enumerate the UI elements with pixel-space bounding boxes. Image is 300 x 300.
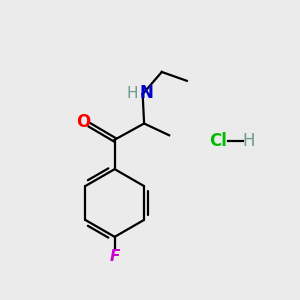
Text: Cl: Cl	[209, 132, 227, 150]
Text: O: O	[76, 113, 91, 131]
Text: H: H	[127, 86, 138, 101]
Text: N: N	[139, 85, 153, 103]
Text: F: F	[110, 249, 120, 264]
Text: H: H	[242, 132, 255, 150]
